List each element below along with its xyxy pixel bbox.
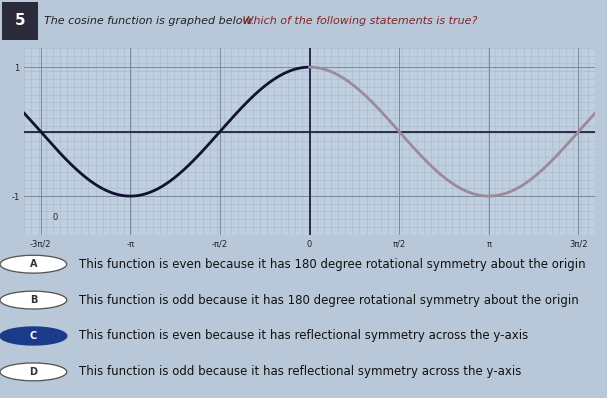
Text: The cosine function is graphed below.: The cosine function is graphed below.: [44, 16, 254, 26]
Text: 5: 5: [15, 14, 25, 28]
Text: 0: 0: [53, 213, 58, 222]
Text: This function is even because it has reflectional symmetry across the y-axis: This function is even because it has ref…: [79, 330, 528, 343]
Circle shape: [0, 327, 67, 345]
Circle shape: [0, 363, 67, 381]
Text: This function is odd because it has reflectional symmetry across the y-axis: This function is odd because it has refl…: [79, 365, 521, 378]
Text: B: B: [30, 295, 37, 305]
Text: Which of the following statements is true?: Which of the following statements is tru…: [239, 16, 477, 26]
Text: This function is even because it has 180 degree rotational symmetry about the or: This function is even because it has 180…: [79, 258, 586, 271]
Text: D: D: [29, 367, 38, 377]
Text: A: A: [30, 259, 37, 269]
Circle shape: [0, 291, 67, 309]
Text: This function is odd because it has 180 degree rotational symmetry about the ori: This function is odd because it has 180 …: [79, 294, 578, 306]
Text: C: C: [30, 331, 37, 341]
FancyBboxPatch shape: [2, 2, 38, 40]
Circle shape: [0, 255, 67, 273]
